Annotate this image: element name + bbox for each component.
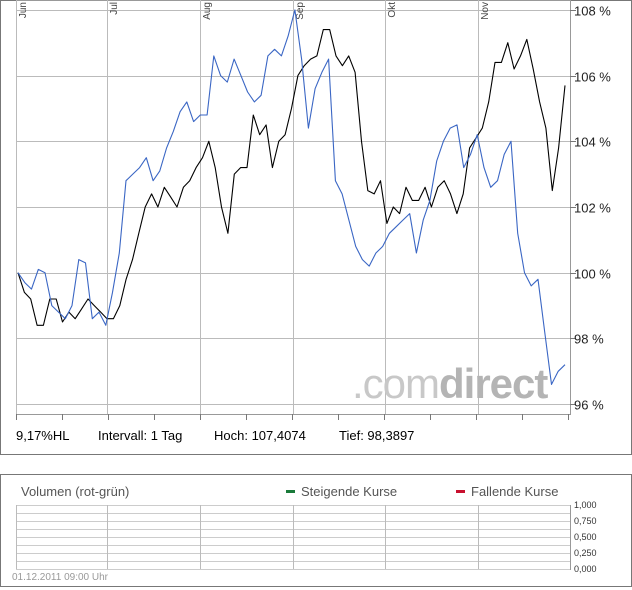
volume-grid [16, 505, 571, 570]
series-lines [17, 9, 566, 385]
volume-title: Volumen (rot-grün) [21, 484, 130, 499]
watermark-text-1: .com [352, 360, 440, 407]
rising-swatch [286, 490, 295, 494]
x-tick-label: Jul [109, 2, 120, 15]
timestamp: 01.12.2011 09:00 Uhr [12, 572, 109, 583]
y-tick-label: 100 % [574, 267, 611, 282]
x-tick-label: Sep [295, 2, 306, 20]
watermark-text-2: direct [439, 360, 548, 407]
grid-lines [16, 0, 576, 420]
y-tick-label: 104 % [574, 135, 611, 150]
volume-y-labels: 1,000 0,750 0,500 0,250 0,000 [574, 500, 597, 574]
y-tick-label: 106 % [574, 70, 611, 85]
x-tick-label: Jun [18, 2, 29, 18]
volume-frame [0, 474, 632, 587]
x-tick-label: Okt [387, 2, 398, 18]
legend-rising: Steigende Kurse [286, 484, 397, 499]
series-line-black [17, 29, 566, 326]
y-tick-label: 96 % [574, 398, 604, 413]
legend-falling: Fallende Kurse [456, 484, 558, 499]
high-label: Hoch: 107,4074 [214, 428, 306, 443]
comdirect-watermark: .comdirect [352, 360, 548, 408]
price-chart: Jun Jul Aug Sep Okt Nov 108 %106 %104 %102 %1… [0, 0, 632, 455]
x-axis-labels: Jun Jul Aug Sep Okt Nov [18, 2, 491, 20]
falling-swatch [456, 490, 465, 494]
series-line-blue [17, 9, 566, 385]
hl-label: 9,17%HL [16, 428, 70, 443]
legend-rising-label: Steigende Kurse [301, 484, 398, 499]
volume-chart: 1,000 0,750 0,500 0,250 0,000 [0, 474, 632, 587]
x-tick-label: Aug [202, 2, 213, 20]
low-label: Tief: 98,3897 [339, 428, 415, 443]
legend-falling-label: Fallende Kurse [471, 484, 559, 499]
interval-label: Intervall: 1 Tag [98, 428, 183, 443]
y-tick-label: 98 % [574, 332, 604, 347]
volume-y-tick-label: 0,250 [574, 548, 597, 558]
y-axis-labels: 108 % 106 % 104 % 102 % 100 % 98 % 96 % [574, 4, 611, 413]
x-tick-label: Nov [480, 2, 491, 20]
y-tick-label: 108 % [574, 4, 611, 19]
volume-y-tick-label: 1,000 [574, 500, 597, 510]
volume-y-tick-label: 0,000 [574, 564, 597, 574]
volume-y-tick-label: 0,500 [574, 532, 597, 542]
y-tick-label: 102 % [574, 201, 611, 216]
volume-y-tick-label: 0,750 [574, 516, 597, 526]
